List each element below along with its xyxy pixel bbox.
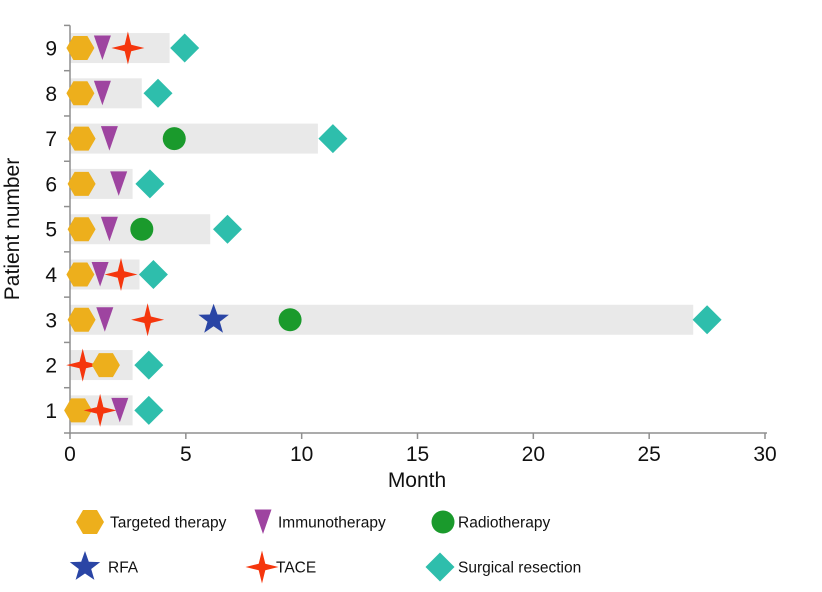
event-marker-surgical-resection-patient-1 — [134, 395, 164, 425]
x-tick-label-5: 5 — [180, 443, 192, 466]
legend-label-surgical-resection: Surgical resection — [458, 560, 581, 577]
x-tick-label-30: 30 — [753, 443, 776, 466]
legend-label-targeted-therapy: Targeted therapy — [110, 515, 227, 532]
surgical-resection-icon — [425, 552, 455, 582]
event-marker-immunotherapy-patient-6 — [110, 171, 128, 196]
x-tick-label-25: 25 — [637, 443, 660, 466]
event-marker-surgical-resection-patient-2 — [134, 350, 164, 380]
event-marker-targeted-therapy-patient-3 — [67, 307, 96, 332]
event-marker-targeted-therapy-patient-1 — [64, 398, 93, 423]
x-tick-label-0: 0 — [64, 443, 76, 466]
event-marker-radiotherapy-patient-5 — [130, 217, 154, 241]
event-marker-immunotherapy-patient-8 — [93, 80, 111, 106]
event-marker-targeted-therapy-patient-4 — [66, 262, 95, 287]
event-marker-tace-patient-2 — [66, 348, 100, 382]
legend-label-radiotherapy: Radiotherapy — [458, 515, 550, 532]
event-marker-immunotherapy-patient-9 — [93, 35, 111, 60]
event-marker-targeted-therapy-patient-9 — [66, 36, 95, 60]
y-tick-label-5: 5 — [45, 219, 57, 242]
event-marker-tace-patient-3 — [131, 303, 165, 337]
legend-item-immunotherapy: Immunotherapy — [254, 509, 386, 534]
event-marker-immunotherapy-patient-4 — [91, 262, 109, 287]
y-tick-label-2: 2 — [45, 355, 57, 378]
event-marker-surgical-resection-patient-6 — [135, 169, 165, 199]
y-tick-label-8: 8 — [45, 83, 57, 106]
legend-item-tace: TACE — [245, 550, 316, 584]
radiotherapy-icon — [431, 510, 455, 534]
rfa-icon — [69, 551, 101, 580]
event-marker-immunotherapy-patient-1 — [111, 397, 129, 423]
y-tick-label-7: 7 — [45, 128, 57, 151]
event-marker-immunotherapy-patient-7 — [100, 126, 118, 151]
event-marker-targeted-therapy-patient-8 — [66, 81, 95, 106]
event-marker-surgical-resection-patient-8 — [143, 78, 173, 108]
y-tick-label-6: 6 — [45, 173, 57, 196]
event-marker-targeted-therapy-patient-2 — [91, 353, 120, 378]
event-marker-surgical-resection-patient-4 — [138, 260, 168, 289]
legend-item-targeted-therapy: Targeted therapy — [76, 510, 227, 534]
event-marker-radiotherapy-patient-3 — [278, 308, 302, 332]
legend-label-immunotherapy: Immunotherapy — [278, 515, 386, 532]
x-axis-title: Month — [388, 469, 446, 492]
legend-label-rfa: RFA — [108, 560, 139, 577]
event-marker-tace-patient-4 — [104, 258, 138, 291]
event-markers — [64, 31, 722, 427]
tace-icon — [245, 550, 279, 584]
legend-label-tace: TACE — [276, 560, 316, 577]
legend-item-rfa: RFA — [69, 551, 139, 580]
event-marker-rfa-patient-3 — [198, 303, 229, 333]
y-tick-label-9: 9 — [45, 38, 57, 61]
event-marker-targeted-therapy-patient-6 — [67, 171, 96, 196]
y-axis-title: Patient number — [1, 158, 24, 300]
duration-bar-patient-3 — [70, 304, 694, 335]
legend-item-radiotherapy: Radiotherapy — [431, 510, 550, 534]
immunotherapy-icon — [254, 509, 272, 534]
event-marker-surgical-resection-patient-3 — [692, 305, 722, 335]
event-marker-surgical-resection-patient-7 — [318, 124, 348, 154]
event-marker-radiotherapy-patient-7 — [162, 127, 186, 151]
legend: Targeted therapy Immunotherapy Radiotherap… — [69, 509, 581, 584]
event-marker-tace-patient-9 — [111, 31, 145, 65]
x-tick-label-10: 10 — [290, 443, 313, 466]
event-marker-immunotherapy-patient-3 — [96, 307, 114, 332]
event-marker-surgical-resection-patient-5 — [213, 214, 242, 244]
event-marker-targeted-therapy-patient-5 — [67, 217, 96, 242]
targeted-therapy-icon — [76, 510, 104, 534]
y-tick-label-4: 4 — [45, 264, 57, 287]
y-tick-label-1: 1 — [45, 400, 57, 423]
legend-item-surgical-resection: Surgical resection — [425, 552, 581, 582]
event-marker-tace-patient-1 — [83, 393, 117, 427]
x-tick-label-15: 15 — [406, 443, 429, 466]
event-marker-immunotherapy-patient-5 — [100, 216, 118, 242]
axes: 0 5 10 15 20 25 30 9 8 7 6 5 4 3 2 1 — [45, 24, 777, 466]
event-marker-targeted-therapy-patient-7 — [67, 126, 96, 151]
y-tick-label-3: 3 — [45, 309, 57, 332]
event-marker-surgical-resection-patient-9 — [170, 33, 200, 63]
x-tick-label-20: 20 — [522, 443, 545, 466]
